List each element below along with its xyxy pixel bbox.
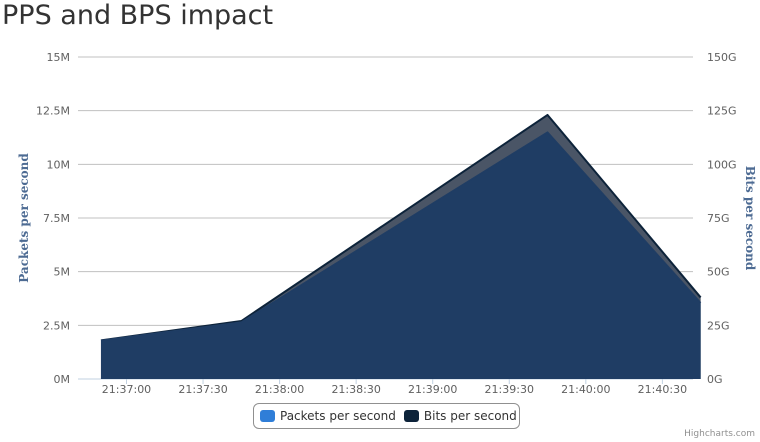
y-left-tick-label: 15M (47, 51, 71, 64)
series-areas (100, 113, 702, 380)
y-axis-right-title: Bits per second (743, 166, 757, 271)
area-packets-per-second (100, 132, 701, 379)
y-axis-left: 0M 2.5M 5M 7.5M 10M 12.5M 15M (36, 51, 70, 386)
x-tick-label: 21:39:30 (485, 383, 534, 396)
legend-swatch-bits (403, 410, 419, 422)
legend-item-bits[interactable]: Bits per second (403, 409, 517, 423)
y-right-tick-label: 0G (707, 373, 723, 386)
x-tick-label: 21:38:30 (331, 383, 380, 396)
x-tick-label: 21:37:00 (102, 383, 151, 396)
chart-legend: Packets per second Bits per second (253, 403, 520, 429)
x-axis: 21:37:00 21:37:30 21:38:00 21:38:30 21:39:00… (102, 379, 687, 396)
credits-link[interactable]: Highcharts.com (684, 429, 755, 439)
y-axis-right: 0G 25G 50G 75G 100G 125G 150G (707, 51, 737, 386)
legend-label-bits: Bits per second (423, 409, 517, 423)
legend-swatch-packets (260, 410, 275, 422)
x-tick-label: 21:40:30 (638, 383, 687, 396)
legend-label-packets: Packets per second (280, 409, 396, 423)
y-right-tick-label: 75G (707, 212, 730, 225)
y-left-tick-label: 12.5M (36, 105, 70, 118)
y-axis-left-title: Packets per second (17, 153, 31, 283)
y-right-tick-label: 25G (707, 319, 730, 332)
y-left-tick-label: 2.5M (43, 319, 70, 332)
y-left-tick-label: 10M (47, 158, 71, 171)
chart-title: PPS and BPS impact (2, 0, 274, 31)
x-tick-label: 21:38:00 (255, 383, 304, 396)
y-left-tick-label: 5M (54, 266, 71, 279)
x-tick-label: 21:40:00 (561, 383, 610, 396)
y-left-tick-label: 7.5M (43, 212, 70, 225)
y-right-tick-label: 100G (707, 158, 737, 171)
y-right-tick-label: 125G (707, 105, 737, 118)
y-left-tick-label: 0M (54, 373, 71, 386)
x-tick-label: 21:39:00 (408, 383, 457, 396)
x-tick-label: 21:37:30 (178, 383, 227, 396)
y-right-tick-label: 150G (707, 51, 737, 64)
legend-item-packets[interactable]: Packets per second (260, 409, 396, 423)
y-right-tick-label: 50G (707, 266, 730, 279)
line-packets-per-second (100, 131, 702, 342)
